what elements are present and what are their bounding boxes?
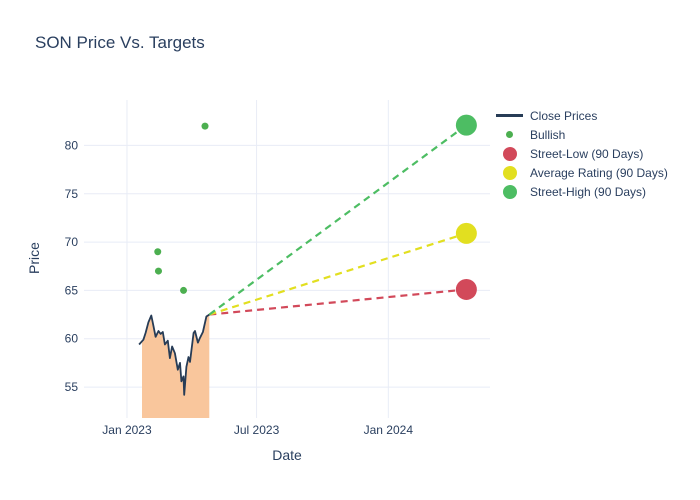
chart-title: SON Price Vs. Targets — [35, 33, 205, 52]
street-low-90-days-marker[interactable] — [455, 278, 477, 300]
y-tick-label-70: 70 — [65, 235, 79, 249]
legend-label-average-rating: Average Rating (90 Days) — [530, 165, 668, 180]
legend-item-street-high[interactable]: Street-High (90 Days) — [496, 182, 668, 201]
x-tick-label-jul-2023: Jul 2023 — [234, 423, 280, 437]
y-tick-label-75: 75 — [65, 187, 79, 201]
y-tick-label-65: 65 — [65, 283, 79, 297]
legend-item-bullish[interactable]: Bullish — [496, 125, 668, 144]
bullish-dot-icon — [496, 131, 523, 138]
x-axis-title: Date — [272, 447, 302, 463]
bullish-marker[interactable] — [154, 248, 162, 256]
street-high-circle-icon — [496, 184, 523, 199]
y-tick-label-55: 55 — [65, 380, 79, 394]
bullish-marker[interactable] — [180, 286, 188, 294]
street-high-90-days-marker[interactable] — [455, 114, 477, 136]
y-tick-label-80: 80 — [65, 138, 79, 152]
legend-label-close-prices: Close Prices — [530, 108, 598, 123]
average-rating-90-days-marker[interactable] — [455, 222, 477, 244]
y-axis-title: Price — [26, 242, 42, 274]
legend: Close Prices Bullish Street-Low (90 Days… — [496, 106, 668, 201]
legend-label-street-high: Street-High (90 Days) — [530, 184, 647, 199]
bullish-marker[interactable] — [201, 122, 209, 130]
average-rating-circle-icon — [496, 165, 523, 180]
x-tick-label-jan-2024: Jan 2024 — [364, 423, 414, 437]
legend-label-bullish: Bullish — [530, 127, 566, 142]
bearish-fill-area — [142, 314, 210, 418]
close-prices-line[interactable] — [138, 313, 210, 396]
legend-item-close-prices[interactable]: Close Prices — [496, 106, 668, 125]
legend-label-street-low: Street-Low (90 Days) — [530, 146, 644, 161]
legend-item-average-rating[interactable]: Average Rating (90 Days) — [496, 163, 668, 182]
bullish-marker[interactable] — [154, 267, 162, 275]
street-high-90-days-trend-line[interactable] — [208, 124, 468, 316]
y-tick-label-60: 60 — [65, 332, 79, 346]
legend-item-street-low[interactable]: Street-Low (90 Days) — [496, 144, 668, 163]
average-rating-90-days-trend-line[interactable] — [208, 232, 467, 316]
close-prices-line-swatch — [496, 114, 523, 117]
x-tick-label-jan-2023: Jan 2023 — [102, 423, 152, 437]
street-low-circle-icon — [496, 146, 523, 161]
